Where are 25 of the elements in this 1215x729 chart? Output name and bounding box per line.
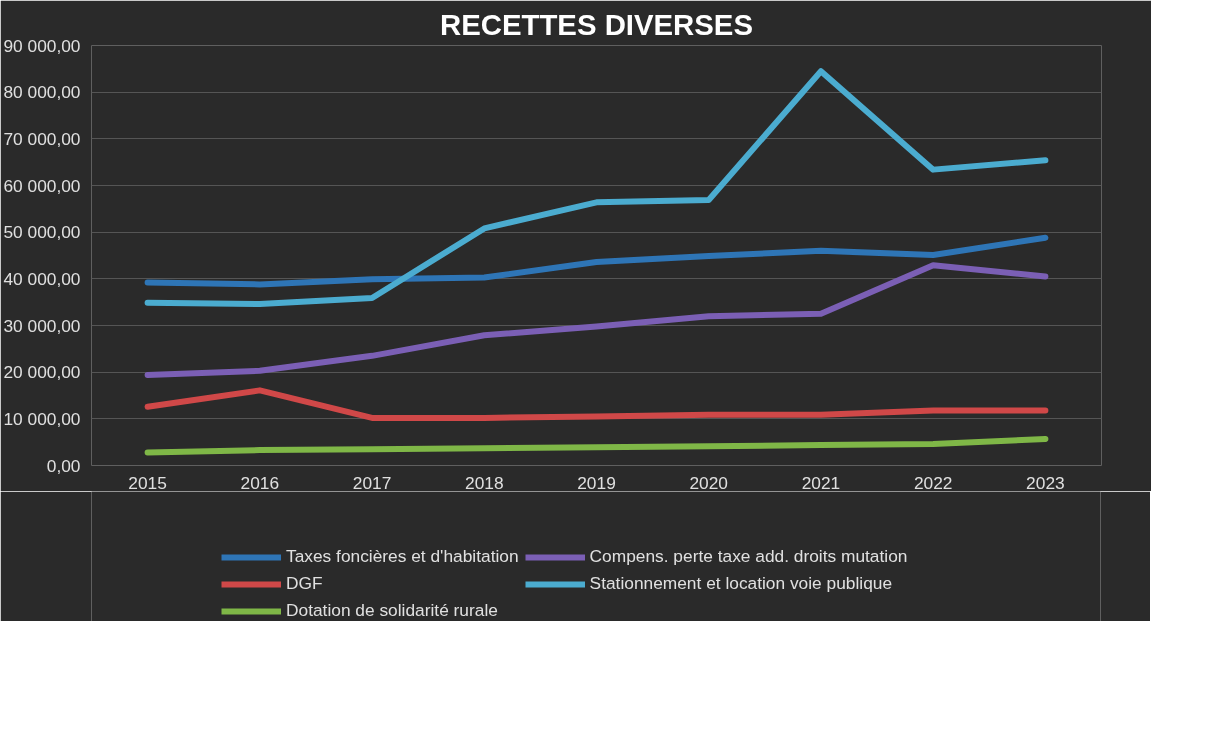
y-tick-label: 70 000,00 (3, 128, 81, 149)
x-tick-label: 2017 (352, 472, 392, 493)
x-tick-label: 2019 (577, 472, 616, 493)
y-tick-label: 40 000,00 (3, 268, 81, 289)
legend-label: DGF (286, 573, 323, 594)
y-tick-label: 30 000,00 (3, 315, 81, 336)
y-tick-label: 60 000,00 (3, 175, 81, 196)
legend-label: Taxes foncières et d'habitation (286, 546, 519, 567)
y-tick-label: 10 000,00 (3, 408, 81, 429)
y-tick-label: 50 000,00 (3, 222, 81, 243)
y-tick-label: 90 000,00 (3, 35, 81, 56)
x-tick-label: 2022 (913, 472, 953, 493)
x-tick-label: 2018 (465, 472, 504, 493)
x-tick-label: 2016 (240, 472, 280, 493)
x-tick-label: 2015 (128, 472, 167, 493)
y-tick-label: 20 000,00 (3, 362, 81, 383)
y-tick-label: 0,00 (46, 455, 81, 476)
y-tick-label: 80 000,00 (3, 82, 81, 103)
legend-label: Compens. perte taxe add. droits mutation (589, 546, 908, 567)
x-tick-label: 2021 (801, 472, 841, 493)
x-tick-label: 2020 (689, 472, 729, 493)
legend-label: Stationnement et location voie publique (589, 573, 893, 594)
legend-label: Dotation de solidarité rurale (286, 600, 498, 621)
x-tick-label: 2023 (1026, 472, 1065, 493)
chart-title: RECETTES DIVERSES (440, 7, 753, 41)
